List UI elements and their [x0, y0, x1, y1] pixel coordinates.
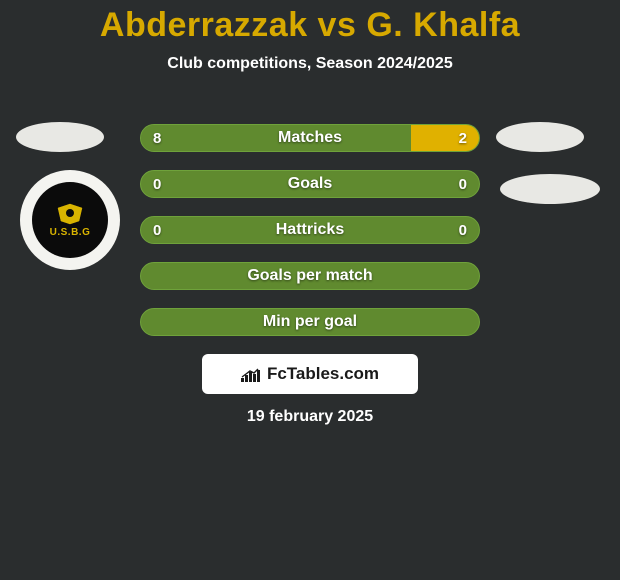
watermark: FcTables.com	[202, 354, 418, 394]
bar-value-left: 8	[153, 125, 161, 151]
bar-label: Matches	[141, 125, 479, 151]
stat-bars: Matches82Goals00Hattricks00Goals per mat…	[140, 124, 480, 354]
bar-label: Goals per match	[141, 263, 479, 289]
bar-label: Hattricks	[141, 217, 479, 243]
stat-bar-row: Matches8 2	[140, 124, 480, 152]
stat-bar-row: Goals0 0	[140, 170, 480, 198]
player-right-club-badge	[500, 174, 600, 204]
subtitle: Club competitions, Season 2024/2025	[0, 55, 620, 73]
bar-label: Goals	[141, 171, 479, 197]
player-left-club-badge: U.S.B.G	[20, 170, 120, 270]
bar-value-left: 0	[153, 217, 161, 243]
bar-label: Min per goal	[141, 309, 479, 335]
date-stamp: 19 february 2025	[0, 408, 620, 426]
bar-value-right: 0	[459, 217, 467, 243]
comparison-card: Abderrazzak vs G. Khalfa Club competitio…	[0, 0, 620, 580]
page-title: Abderrazzak vs G. Khalfa	[0, 0, 620, 45]
bar-value-left: 0	[153, 171, 161, 197]
stat-bar-row: Min per goal	[140, 308, 480, 336]
watermark-icon	[241, 367, 261, 381]
club-badge-text: U.S.B.G	[50, 227, 91, 238]
club-badge-inner: U.S.B.G	[32, 182, 108, 258]
watermark-text: FcTables.com	[267, 364, 379, 384]
bar-value-right: 0	[459, 171, 467, 197]
stat-bar-row: Hattricks0 0	[140, 216, 480, 244]
player-right-headshot	[496, 122, 584, 152]
player-left-headshot	[16, 122, 104, 152]
stat-bar-row: Goals per match	[140, 262, 480, 290]
bar-value-right: 2	[459, 125, 467, 151]
club-crest-icon	[55, 203, 85, 225]
